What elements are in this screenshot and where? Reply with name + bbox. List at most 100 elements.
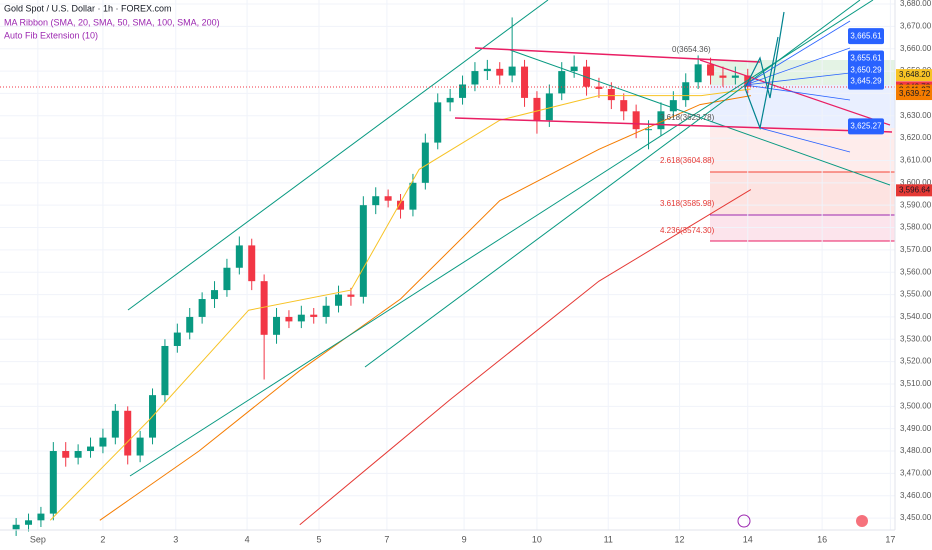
candle-body (533, 97, 541, 121)
plot (12, 17, 752, 536)
candle-body (707, 64, 715, 76)
candle-body (682, 82, 690, 101)
candle-body (719, 75, 727, 78)
fib-label: 2.618(3604.88) (660, 156, 715, 165)
x-tick-label: 5 (316, 534, 321, 544)
price-tag (896, 184, 932, 197)
candle-body (49, 451, 57, 514)
candle-body (161, 345, 169, 396)
x-tick-label: 7 (384, 534, 389, 544)
y-tick-label: 3,660.00 (900, 44, 932, 53)
moving-average (49, 88, 751, 521)
candle-body (124, 410, 132, 456)
candle-body (62, 451, 70, 458)
x-tick-label: 4 (245, 534, 250, 544)
candle-body (273, 316, 281, 335)
x-tick-label: 12 (675, 534, 685, 544)
x-tick-label: 2 (100, 534, 105, 544)
target-box (848, 28, 884, 45)
candle-body (384, 196, 392, 201)
candle-body (545, 93, 553, 121)
candle-body (483, 68, 491, 72)
y-tick-label: 3,500.00 (900, 401, 932, 410)
overlay: 3,665.61 3,655.61 3,650.29 3,645.29 3,625.27… (660, 28, 884, 235)
candle-body (297, 314, 305, 322)
candle-body (570, 66, 578, 72)
y-tick-label: 3,670.00 (900, 21, 932, 30)
icons (737, 514, 868, 528)
price-tag-label: 3,639.72 (899, 89, 931, 98)
candle-body (322, 305, 330, 317)
y-tick-label: 3,450.00 (900, 513, 932, 522)
target-label: 3,625.27 (850, 121, 882, 130)
target-label: 3,650.29 (850, 66, 882, 75)
chart-title: Gold Spot / U.S. Dollar · 1h · FOREX.com (4, 3, 172, 13)
y-tick-label: 3,460.00 (900, 491, 932, 500)
x-tick-label: 3 (173, 534, 178, 544)
grid (0, 0, 895, 530)
candle-body (186, 316, 194, 333)
candle-body (136, 437, 144, 456)
y-tick-label: 3,550.00 (900, 290, 932, 299)
x-tick-label: Sep (30, 534, 46, 544)
y-tick-label: 3,590.00 (900, 200, 932, 209)
candle-body (657, 111, 665, 130)
candle-body (248, 245, 256, 282)
y-tick-label: 3,530.00 (900, 334, 932, 343)
y-tick-label: 3,630.00 (900, 111, 932, 120)
target-box (848, 73, 884, 90)
x-tick-label: 9 (462, 534, 467, 544)
candle-body (459, 84, 467, 98)
x-tick-label: 17 (885, 534, 895, 544)
candle-body (310, 314, 318, 317)
candle-body (421, 142, 429, 183)
candle-body (285, 316, 293, 322)
drawings (0, 0, 895, 477)
fib-label: 3.618(3623.78) (660, 113, 715, 122)
y-tick-label: 3,570.00 (900, 245, 932, 254)
candle-body (335, 294, 343, 306)
candle-body (446, 97, 454, 103)
y-tick-label: 3,580.00 (900, 223, 932, 232)
x-tick-label: 10 (532, 534, 542, 544)
price-tag-label: 3,596.64 (899, 185, 931, 194)
y-tick-label: 3,610.00 (900, 156, 932, 165)
target-label: 3,645.29 (850, 77, 882, 86)
y-tick-label: 3,680.00 (900, 0, 932, 8)
candle-body (744, 75, 752, 87)
candle-body (235, 245, 243, 268)
x-tick-label: 16 (817, 534, 827, 544)
target-box (848, 118, 884, 135)
x-tick-label: 11 (604, 534, 613, 544)
x-tick-label: 14 (743, 534, 753, 544)
candle-body (595, 86, 603, 89)
candle-body (347, 294, 355, 297)
moving-average (99, 95, 751, 521)
y-tick-label: 3,560.00 (900, 267, 932, 276)
candle-body (99, 437, 107, 447)
indicator-label: MA Ribbon (SMA, 20, SMA, 50, SMA, 100, S… (4, 17, 220, 27)
candle-body (558, 71, 566, 94)
y-tick-label: 3,490.00 (900, 424, 932, 433)
candle-body (87, 446, 95, 452)
candle-body (508, 66, 516, 76)
fib-label: 4.236(3574.30) (660, 226, 715, 235)
moving-average (299, 189, 752, 526)
candle-body (111, 410, 119, 438)
price-tag (896, 69, 932, 82)
candle-body (669, 100, 677, 112)
candle-body (173, 332, 181, 346)
candle-body (645, 129, 653, 131)
target-label: 3,665.61 (850, 31, 882, 40)
candle-body (694, 64, 702, 83)
candle-body (496, 68, 504, 76)
candle-body (731, 75, 739, 78)
fib-label: 0(3654.36) (672, 45, 711, 54)
candle-body (434, 102, 442, 143)
candle-body (397, 200, 405, 210)
price-tag-label: 3,648.20 (899, 70, 931, 79)
candle-body (359, 205, 367, 297)
candle-body (37, 513, 45, 521)
candle-body (583, 66, 591, 87)
